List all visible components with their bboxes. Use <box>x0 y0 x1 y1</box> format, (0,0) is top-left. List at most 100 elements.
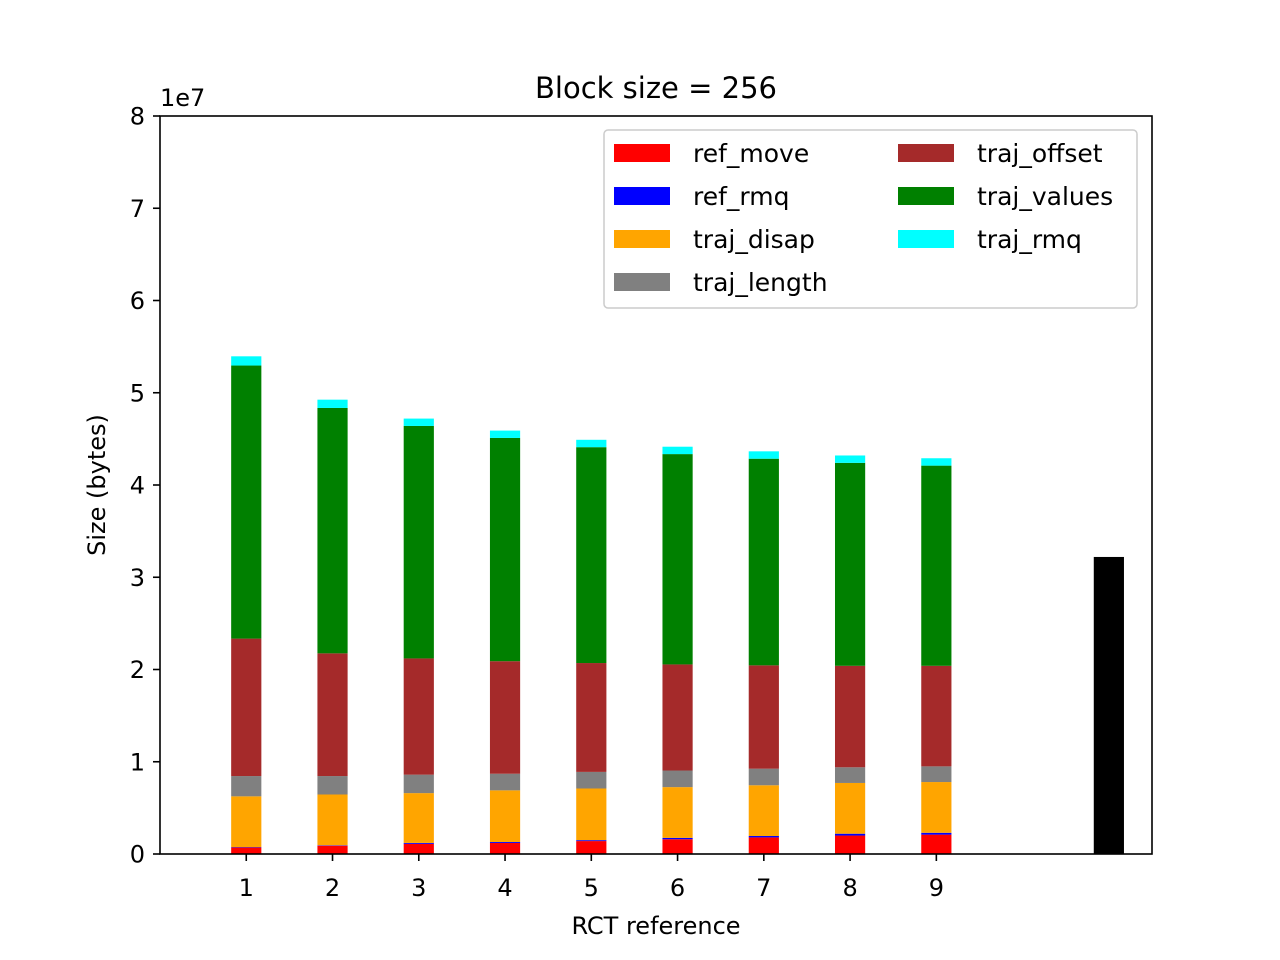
bar-traj_disap-2 <box>317 794 348 846</box>
legend-swatch-traj_values <box>898 187 954 205</box>
bar-traj_length-9 <box>921 766 952 783</box>
x-tick-label: 2 <box>325 874 340 902</box>
x-tick-label: 1 <box>239 874 254 902</box>
y-axis-offset-label: 1e7 <box>160 84 205 112</box>
bar-traj_length-2 <box>317 776 348 795</box>
bar-traj_disap-7 <box>748 785 779 837</box>
bar-traj_offset-4 <box>489 661 521 774</box>
legend-frame <box>603 129 1138 309</box>
y-tick-label: 2 <box>130 656 145 684</box>
x-tick-label: 6 <box>670 874 685 902</box>
y-tick-label: 5 <box>130 379 145 407</box>
bar-ref_move-8 <box>834 835 866 854</box>
bar-traj_rmq-6 <box>662 446 693 455</box>
bar-traj_disap-6 <box>662 787 693 838</box>
bar-traj_rmq-4 <box>489 430 521 438</box>
bar-traj_values-7 <box>748 458 779 666</box>
bar-ref_rmq-5 <box>576 840 607 842</box>
x-tick-label: 3 <box>411 874 426 902</box>
y-tick-label: 8 <box>130 103 145 131</box>
bar-traj_offset-6 <box>662 664 693 771</box>
bar-traj_offset-2 <box>317 653 348 777</box>
y-tick-label: 1 <box>130 748 145 776</box>
bar-traj_values-2 <box>317 407 348 654</box>
bar-traj_length-7 <box>748 768 779 786</box>
bar-traj_values-9 <box>921 465 952 666</box>
bar-traj_disap-1 <box>231 796 262 848</box>
bar-traj_disap-4 <box>489 790 521 843</box>
bar-ref_rmq-7 <box>748 836 779 838</box>
bar-ref_rmq-8 <box>834 833 866 836</box>
legend-label-traj_rmq: traj_rmq <box>977 225 1082 254</box>
x-tick-label: 8 <box>842 874 857 902</box>
y-tick-label: 3 <box>130 564 145 592</box>
bar-traj_length-3 <box>403 774 434 794</box>
extra-bar <box>1093 556 1124 854</box>
legend-swatch-traj_offset <box>898 144 954 162</box>
bar-traj_rmq-2 <box>317 399 348 408</box>
bar-traj_disap-8 <box>834 782 866 834</box>
bar-ref_rmq-3 <box>403 842 434 844</box>
bar-ref_move-6 <box>662 839 693 854</box>
legend-label-ref_rmq: ref_rmq <box>693 182 789 211</box>
y-tick-label: 6 <box>130 287 145 315</box>
x-tick-label: 4 <box>497 874 512 902</box>
bar-traj_offset-8 <box>834 665 866 768</box>
bar-traj_rmq-7 <box>748 451 779 459</box>
x-axis-label: RCT reference <box>571 912 740 940</box>
bar-traj_values-8 <box>834 462 866 666</box>
y-tick-label: 7 <box>130 195 145 223</box>
y-axis-label: Size (bytes) <box>83 414 111 556</box>
legend-label-traj_offset: traj_offset <box>977 139 1103 168</box>
legend-swatch-ref_rmq <box>614 187 670 205</box>
legend-label-ref_move: ref_move <box>693 139 809 168</box>
axes-layer: 0 1 2 3 4 5 6 7 8 1 2 3 4 5 6 7 8 9 <box>130 103 1153 902</box>
legend-label-traj_length: traj_length <box>693 268 828 297</box>
x-tick-label: 7 <box>756 874 771 902</box>
bar-traj_length-8 <box>834 767 866 783</box>
bar-ref_move-7 <box>748 837 779 854</box>
bar-traj_length-4 <box>489 773 521 791</box>
bar-traj_values-5 <box>576 447 607 664</box>
x-tick-label: 9 <box>929 874 944 902</box>
bar-traj_disap-5 <box>576 788 607 841</box>
bar-traj_disap-3 <box>403 793 434 843</box>
legend: ref_move ref_rmq traj_disap traj_length traj… <box>603 129 1138 309</box>
bar-traj_length-1 <box>231 776 262 797</box>
bar-traj_rmq-3 <box>403 418 434 426</box>
chart-title: Block size = 256 <box>535 71 777 105</box>
bar-traj_length-5 <box>576 771 607 789</box>
legend-swatch-traj_disap <box>614 230 670 248</box>
legend-swatch-ref_move <box>614 144 670 162</box>
bar-ref_move-4 <box>489 842 521 854</box>
legend-label-traj_values: traj_values <box>977 182 1113 211</box>
bar-traj_disap-9 <box>921 782 952 833</box>
bar-ref_rmq-4 <box>489 842 521 843</box>
bar-traj_rmq-5 <box>576 439 607 448</box>
bar-ref_move-5 <box>576 841 607 854</box>
bar-ref_rmq-6 <box>662 837 693 840</box>
bar-traj_offset-3 <box>403 658 434 775</box>
x-tick-label: 5 <box>584 874 599 902</box>
legend-swatch-traj_rmq <box>898 230 954 248</box>
bar-traj_rmq-8 <box>834 455 866 463</box>
bar-traj_offset-1 <box>231 638 262 777</box>
bar-traj_offset-5 <box>576 663 607 772</box>
bar-traj_values-1 <box>231 365 262 639</box>
bar-ref_move-3 <box>403 843 434 854</box>
bar-traj_values-6 <box>662 454 693 665</box>
bar-traj_length-6 <box>662 770 693 788</box>
bar-traj_offset-9 <box>921 665 952 767</box>
y-tick-label: 4 <box>130 472 145 500</box>
bar-ref_move-2 <box>317 845 348 854</box>
bar-traj_values-4 <box>489 437 521 662</box>
bar-traj_rmq-1 <box>231 356 262 366</box>
bar-ref_rmq-9 <box>921 832 952 835</box>
bars-layer <box>231 356 1124 854</box>
bar-traj_rmq-9 <box>921 458 952 466</box>
legend-swatch-traj_length <box>614 273 670 291</box>
bar-traj_offset-7 <box>748 665 779 769</box>
bar-ref_move-9 <box>921 834 952 854</box>
bar-ref_move-1 <box>231 847 262 854</box>
